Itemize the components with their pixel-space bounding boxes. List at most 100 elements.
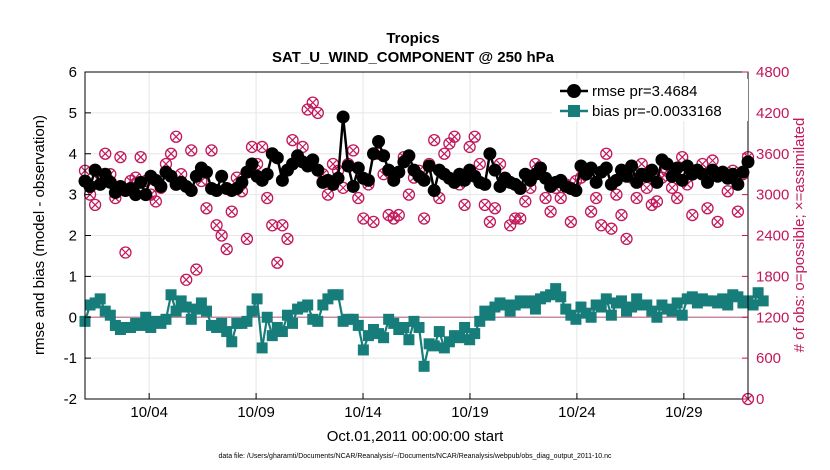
obs-assimilated-marker <box>632 193 641 203</box>
bias-point <box>94 293 106 305</box>
obs-assimilated-marker <box>607 224 616 233</box>
bias-point <box>180 301 192 313</box>
obs-possible-marker <box>281 232 294 246</box>
bias-point <box>398 321 410 333</box>
obs-assimilated-marker <box>597 221 606 230</box>
obs-assimilated-marker <box>733 207 743 216</box>
obs-assimilated-marker <box>313 108 323 118</box>
bias-point <box>261 311 273 323</box>
obs-assimilated-marker <box>541 193 550 203</box>
obs-possible-marker <box>488 202 502 215</box>
bias-point <box>418 360 430 372</box>
obs-assimilated-marker <box>217 231 226 240</box>
obs-assimilated-marker <box>445 139 454 148</box>
rmse-point <box>366 147 380 161</box>
bias-point <box>484 309 496 321</box>
obs-assimilated-marker <box>328 159 338 169</box>
obs-possible-marker <box>114 151 127 164</box>
bias-point <box>459 321 471 333</box>
y-right-tick-label: 1200 <box>756 309 789 326</box>
obs-possible-marker <box>483 215 497 229</box>
bias-point <box>757 295 769 307</box>
bias-point <box>464 334 476 346</box>
legend-bias-label: bias pr=-0.0033168 <box>592 103 722 120</box>
bias-point <box>433 326 445 338</box>
obs-possible-marker <box>448 130 461 143</box>
rmse-point <box>134 175 148 189</box>
rmse-point <box>427 184 441 198</box>
rmse-point <box>620 169 634 183</box>
bias-point <box>362 330 374 342</box>
obs-assimilated-marker <box>480 200 490 210</box>
obs-possible-marker <box>286 133 299 147</box>
bias-point <box>504 305 516 317</box>
bias-point <box>276 326 288 338</box>
rmse-point <box>731 177 745 191</box>
rmse-point <box>361 173 375 187</box>
bias-point <box>241 315 253 327</box>
obs-possible-marker <box>180 273 193 286</box>
obs-assimilated-marker <box>652 197 662 206</box>
bias-point <box>428 340 440 352</box>
rmse-point <box>382 163 396 177</box>
obs-assimilated-marker <box>166 149 176 158</box>
rmse-point <box>417 173 431 187</box>
obs-possible-marker <box>670 191 684 205</box>
obs-assimilated-marker <box>708 156 717 165</box>
rmse-point <box>483 147 497 161</box>
obs-assimilated-marker <box>642 183 652 193</box>
bias-point <box>438 342 450 354</box>
bias-point <box>281 309 293 321</box>
bias-point <box>251 293 263 305</box>
rmse-point <box>331 171 345 185</box>
obs-possible-marker <box>630 191 643 205</box>
obs-assimilated-marker <box>465 142 474 152</box>
rmse-point <box>260 167 274 181</box>
obs-assimilated-marker <box>283 234 292 244</box>
obs-assimilated-marker <box>222 244 231 254</box>
obs-possible-marker <box>539 191 552 205</box>
y-tick-label: 6 <box>69 64 77 81</box>
obs-assimilated-marker <box>723 186 732 196</box>
rmse-point <box>660 157 674 171</box>
obs-possible-marker <box>99 147 112 160</box>
obs-possible-marker <box>240 232 254 246</box>
bias-point <box>575 301 587 313</box>
obs-possible-marker <box>321 188 335 201</box>
obs-possible-marker <box>225 205 238 218</box>
obs-assimilated-marker <box>151 197 161 206</box>
obs-assimilated-marker <box>647 200 657 210</box>
obs-assimilated-marker <box>703 204 712 213</box>
bias-point <box>555 291 567 303</box>
rmse-point <box>346 179 360 193</box>
bias-point <box>560 303 572 315</box>
legend: rmse pr=3.4684 bias pr=-0.0033168 <box>552 79 748 121</box>
rmse-point <box>645 163 659 177</box>
obs-assimilated-marker <box>278 221 287 230</box>
obs-possible-marker <box>590 191 603 205</box>
rmse-point <box>650 175 664 189</box>
bias-point <box>595 301 607 313</box>
bias-point <box>135 319 147 331</box>
obs-possible-marker <box>306 96 319 109</box>
legend-rmse-marker <box>567 84 581 98</box>
rmse-point <box>129 188 143 202</box>
obs-possible-marker <box>620 232 633 246</box>
obs-assimilated-marker <box>323 190 333 199</box>
x-tick-label: 10/04 <box>130 404 168 421</box>
bias-point <box>266 330 278 342</box>
obs-assimilated-marker <box>192 265 201 274</box>
obs-possible-marker <box>463 140 476 154</box>
obs-assimilated-marker <box>187 146 196 155</box>
obs-assimilated-marker <box>586 207 596 216</box>
obs-assimilated-marker <box>521 197 530 206</box>
obs-assimilated-marker <box>713 217 722 227</box>
y-tick-label: 1 <box>69 268 77 285</box>
bias-point <box>246 305 258 317</box>
obs-assimilated-marker <box>688 210 697 220</box>
data-file-footer: data file: /Users/gharamti/Documents/NCA… <box>218 453 612 460</box>
bias-point <box>671 297 683 309</box>
obs-possible-marker <box>215 229 228 242</box>
rmse-point <box>533 161 547 175</box>
obs-possible-marker <box>119 246 132 259</box>
